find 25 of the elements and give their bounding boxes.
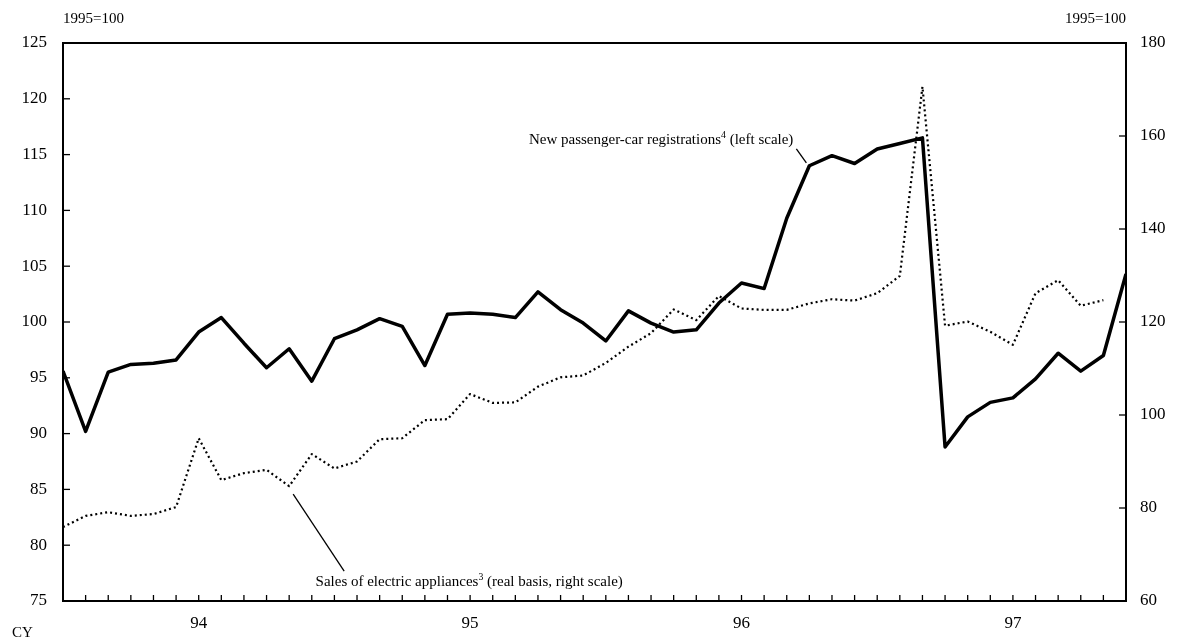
y2-tick-label: 160 bbox=[1140, 125, 1166, 145]
y-tick-label: 95 bbox=[30, 367, 47, 387]
y2-tick-label: 120 bbox=[1140, 311, 1166, 331]
y2-tick-label: 80 bbox=[1140, 497, 1157, 517]
x-tick-label: 96 bbox=[733, 612, 751, 632]
y2-tick-label: 180 bbox=[1140, 32, 1166, 52]
y-tick-label: 90 bbox=[30, 423, 47, 443]
y-tick-label: 85 bbox=[30, 478, 47, 498]
x-axis-title: CY bbox=[12, 624, 33, 640]
y-tick-label: 115 bbox=[22, 144, 47, 164]
y-tick-label: 120 bbox=[21, 88, 47, 108]
y2-tick-label: 60 bbox=[1140, 590, 1157, 610]
x-tick-label: 94 bbox=[190, 612, 208, 632]
y-tick-label: 110 bbox=[22, 199, 47, 219]
x-tick-label: 97 bbox=[1004, 612, 1022, 632]
y-tick-label: 100 bbox=[21, 311, 47, 331]
y2-axis-title: 1995=100 bbox=[1065, 10, 1127, 26]
y-axis-title: 1995=100 bbox=[63, 10, 124, 26]
y-tick-label: 75 bbox=[30, 590, 47, 610]
y-tick-label: 80 bbox=[30, 534, 47, 554]
x-tick-label: 95 bbox=[461, 612, 479, 632]
y-tick-label: 105 bbox=[21, 255, 47, 275]
y-tick-label: 125 bbox=[21, 32, 47, 52]
y2-tick-label: 140 bbox=[1140, 218, 1166, 238]
y2-tick-label: 100 bbox=[1140, 404, 1166, 424]
